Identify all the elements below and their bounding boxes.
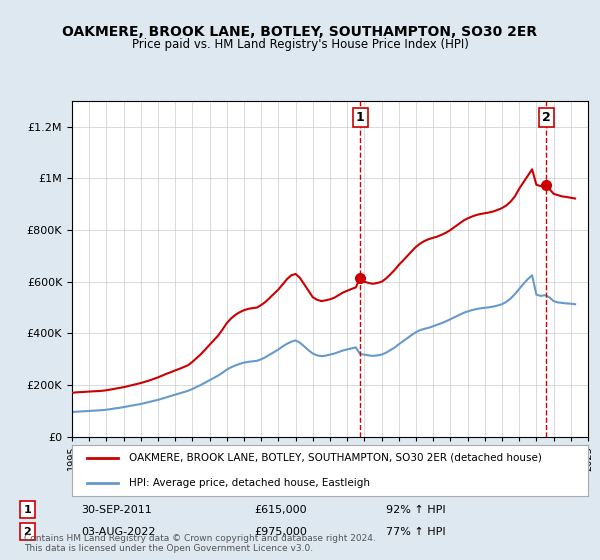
Text: 03-AUG-2022: 03-AUG-2022: [81, 527, 155, 537]
Text: 77% ↑ HPI: 77% ↑ HPI: [386, 527, 446, 537]
Text: Price paid vs. HM Land Registry's House Price Index (HPI): Price paid vs. HM Land Registry's House …: [131, 38, 469, 51]
Text: HPI: Average price, detached house, Eastleigh: HPI: Average price, detached house, East…: [129, 478, 370, 488]
Text: Contains HM Land Registry data © Crown copyright and database right 2024.
This d: Contains HM Land Registry data © Crown c…: [24, 534, 376, 553]
Text: OAKMERE, BROOK LANE, BOTLEY, SOUTHAMPTON, SO30 2ER (detached house): OAKMERE, BROOK LANE, BOTLEY, SOUTHAMPTON…: [129, 453, 542, 463]
Text: 2: 2: [23, 527, 31, 537]
Text: £615,000: £615,000: [254, 505, 307, 515]
Text: OAKMERE, BROOK LANE, BOTLEY, SOUTHAMPTON, SO30 2ER: OAKMERE, BROOK LANE, BOTLEY, SOUTHAMPTON…: [62, 25, 538, 39]
Text: 2: 2: [542, 111, 551, 124]
Text: £975,000: £975,000: [254, 527, 307, 537]
Text: 1: 1: [356, 111, 364, 124]
Text: 92% ↑ HPI: 92% ↑ HPI: [386, 505, 446, 515]
Text: 30-SEP-2011: 30-SEP-2011: [81, 505, 152, 515]
Text: 1: 1: [23, 505, 31, 515]
